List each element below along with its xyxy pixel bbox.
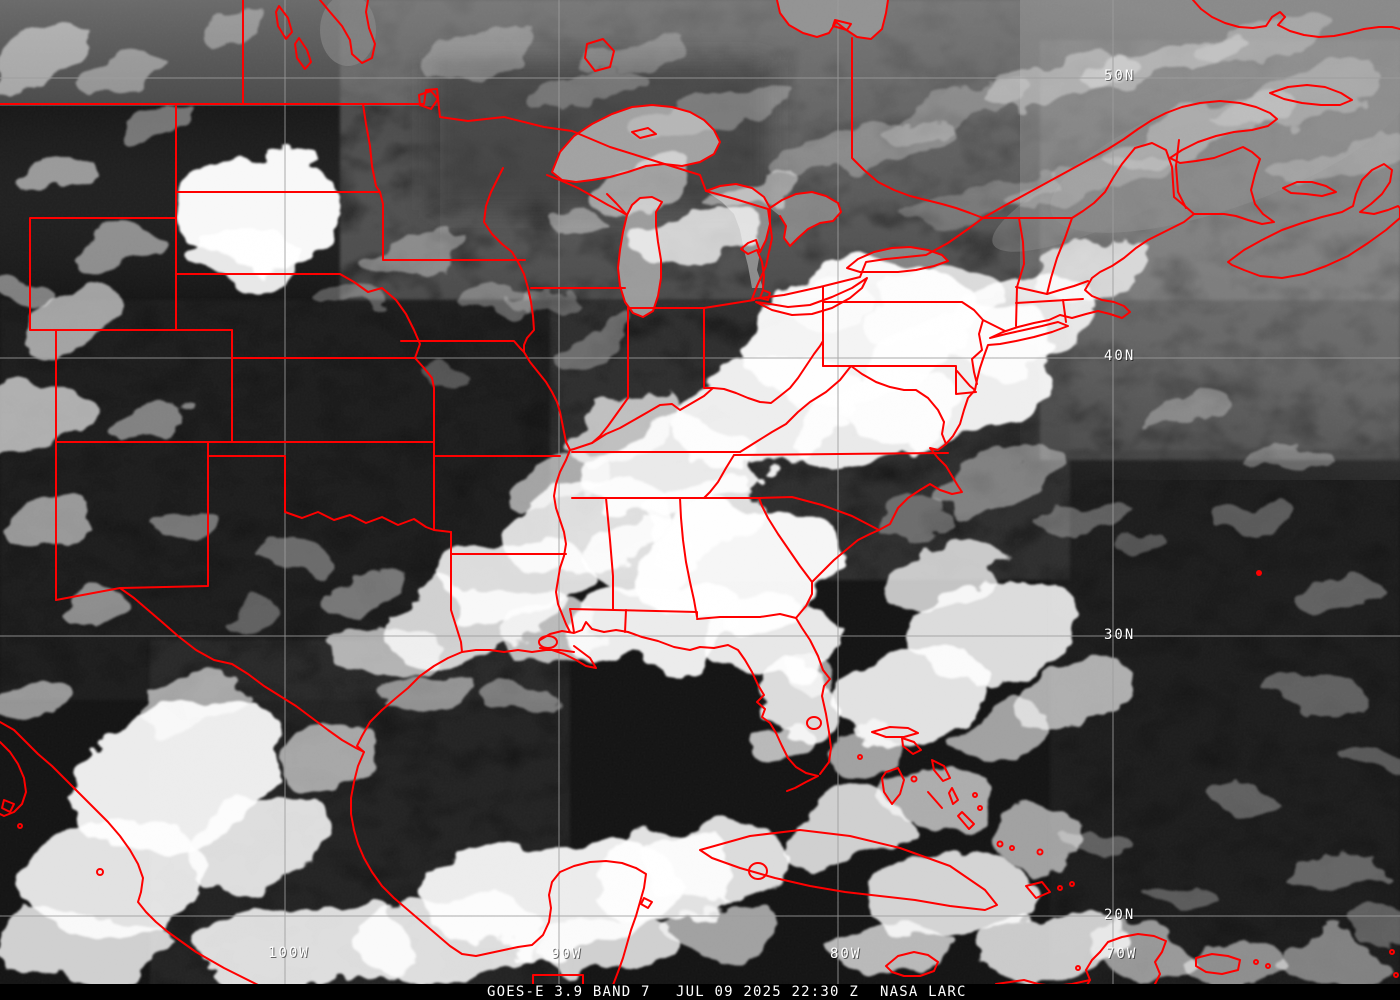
longitude-label-100w: 100W [268, 945, 310, 961]
latitude-label-50n: 50N [1104, 68, 1136, 84]
longitude-label-80w: 80W [830, 946, 862, 962]
longitude-label-90w: 90W [551, 946, 583, 962]
longitude-label-70w: 70W [1106, 946, 1138, 962]
caption-bar: GOES-E 3.9 BAND 7 JUL 09 2025 22:30 Z NA… [0, 984, 1400, 1000]
bermuda-dot [1256, 570, 1262, 576]
latitude-label-30n: 30N [1104, 627, 1136, 643]
caption-credit: NASA LARC [880, 984, 967, 1000]
latitude-label-40n: 40N [1104, 348, 1136, 364]
latitude-label-20n: 20N [1104, 907, 1136, 923]
caption-instrument: GOES-E 3.9 BAND 7 [487, 984, 651, 1000]
caption-timestamp: JUL 09 2025 22:30 Z [676, 984, 859, 1000]
